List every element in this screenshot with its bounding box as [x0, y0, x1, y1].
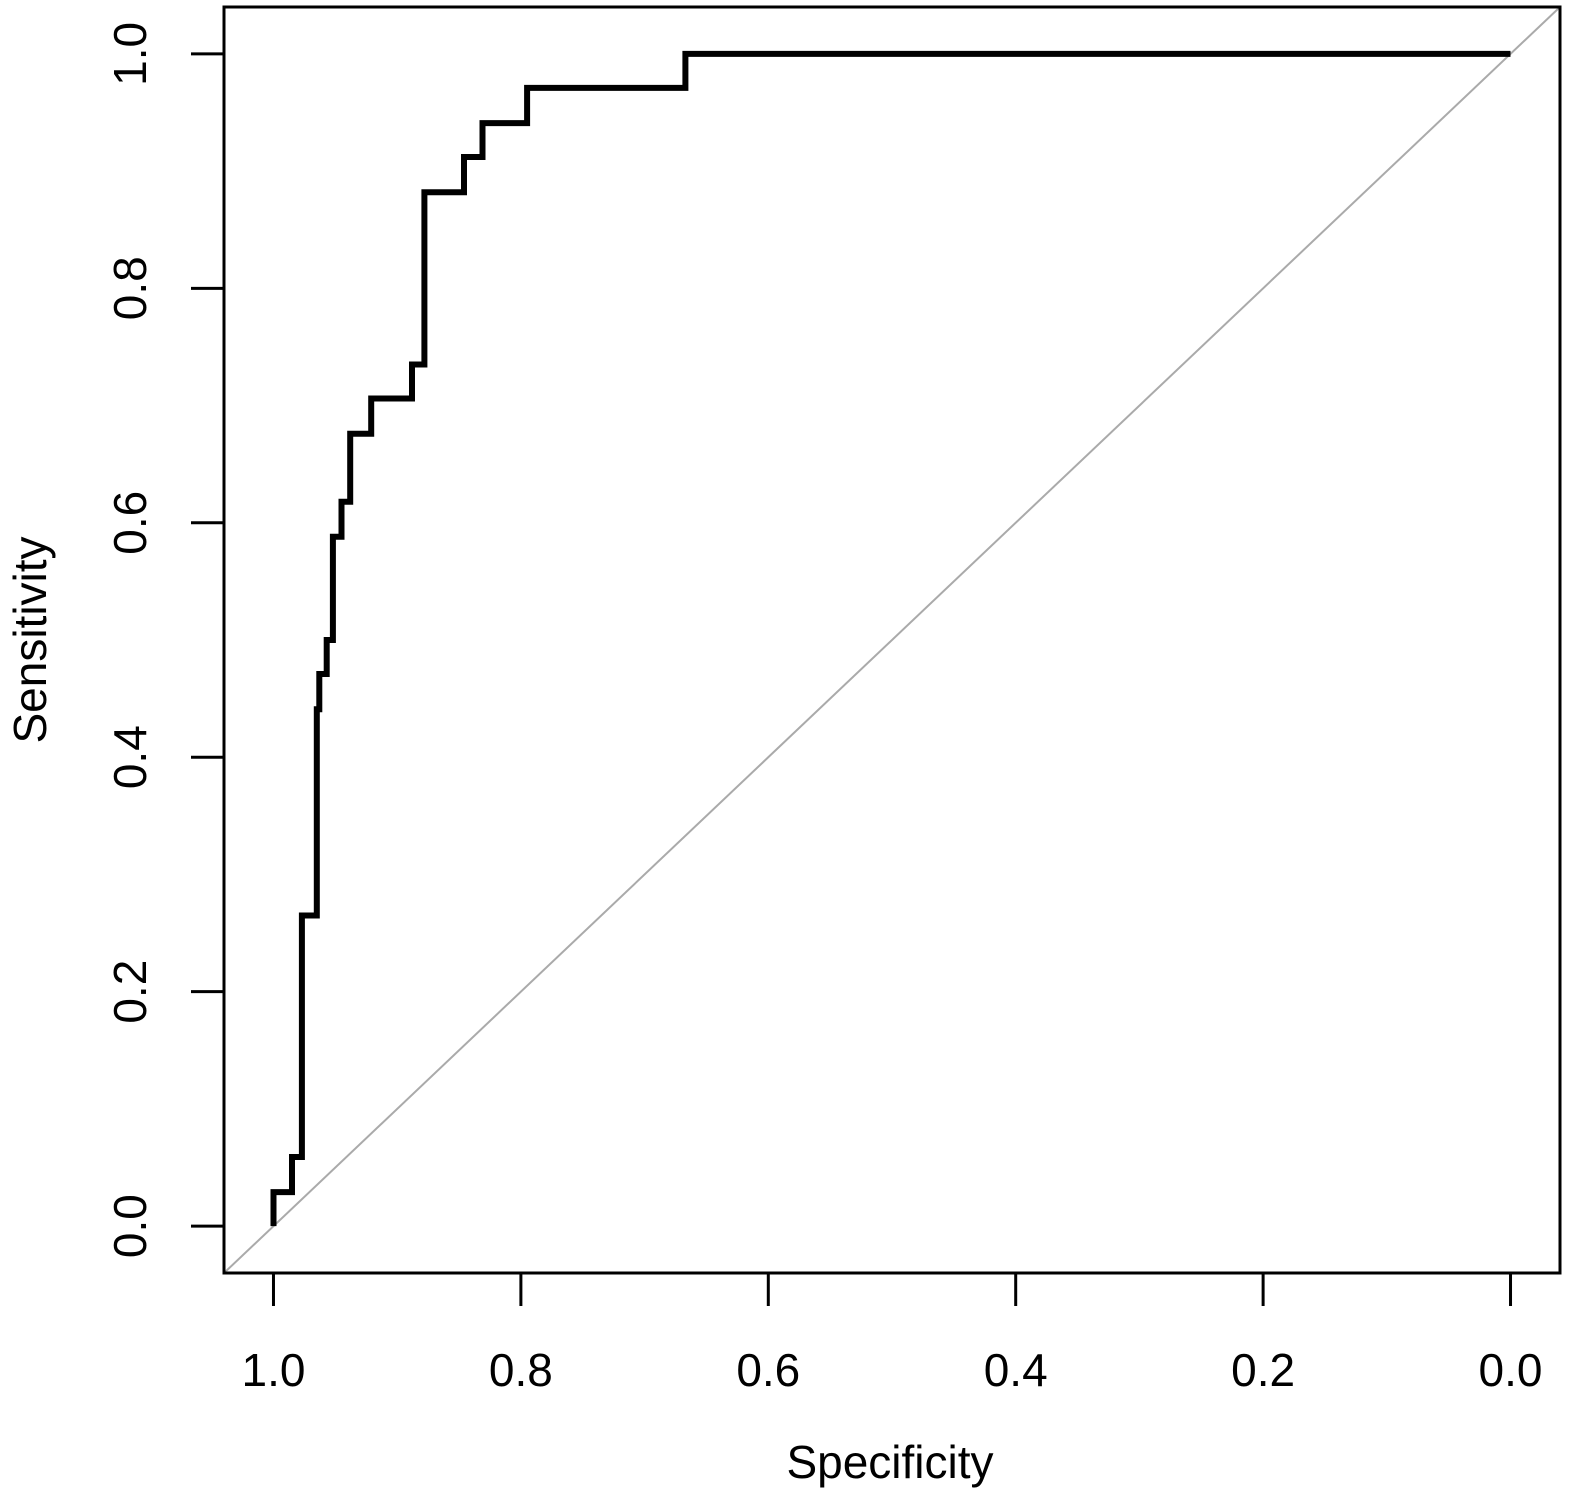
x-tick-label: 0.0: [1479, 1344, 1543, 1396]
x-tick-label: 1.0: [242, 1344, 306, 1396]
roc-curve-line: [270, 50, 1511, 1227]
x-tick-label: 0.8: [489, 1344, 553, 1396]
x-axis: 1.0 0.8 0.6 0.4 0.2 0.0: [242, 1271, 1543, 1396]
x-axis-label: Specificity: [786, 1436, 993, 1488]
y-tick-label: 0.0: [104, 1194, 156, 1258]
series-layer: [270, 50, 1511, 1227]
y-tick-label: 0.8: [104, 256, 156, 320]
y-tick-label: 0.6: [104, 491, 156, 555]
x-tick-label: 0.4: [984, 1344, 1048, 1396]
x-tick-label: 0.2: [1231, 1344, 1295, 1396]
y-tick-label: 0.4: [104, 725, 156, 789]
reference-diagonal-line: [223, 6, 1561, 1274]
y-axis: 0.0 0.2 0.4 0.6 0.8 1.0: [104, 22, 226, 1258]
y-tick-label: 0.2: [104, 960, 156, 1024]
y-axis-label: Sensitivity: [4, 536, 56, 743]
reference-line-layer: [223, 6, 1561, 1274]
x-tick-label: 0.6: [736, 1344, 800, 1396]
y-tick-label: 1.0: [104, 22, 156, 86]
